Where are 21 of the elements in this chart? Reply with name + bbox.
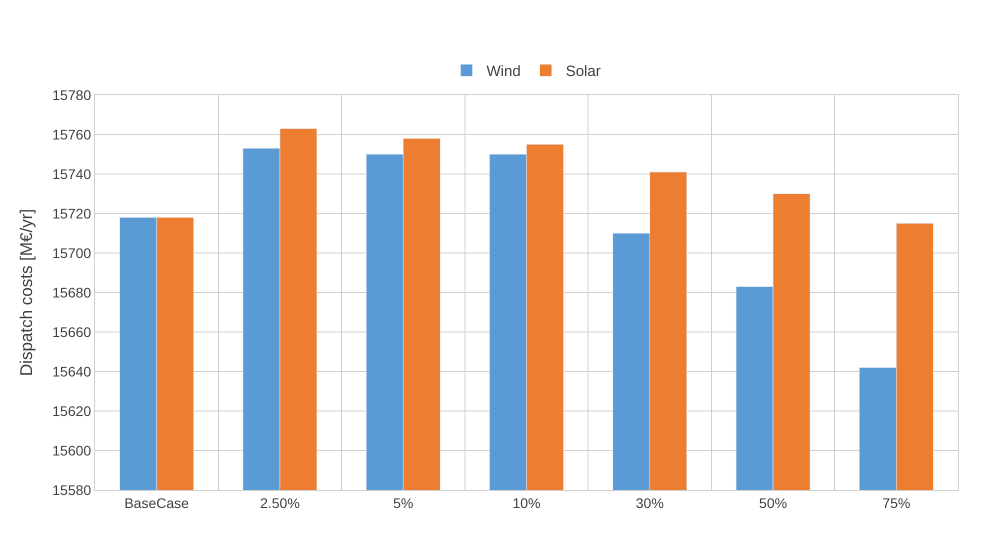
x-tick-label: BaseCase [124,494,190,511]
x-tick-label: 10% [512,494,541,511]
y-tick-label: 15660 [52,324,92,340]
y-tick-label: 15640 [52,363,92,380]
y-tick-label: 15580 [52,482,92,498]
y-tick-label: 15620 [52,402,92,419]
y-tick-label: 15600 [52,442,92,458]
y-tick-label: 15740 [52,166,92,182]
x-tick-label: 30% [636,494,664,511]
y-tick-label: 15780 [52,86,92,103]
y-tick-label: 15720 [52,205,92,222]
legend-label: Wind [486,63,521,80]
y-tick-label: 15680 [52,284,92,300]
y-tick-label: 15760 [52,126,92,142]
x-tick-label: 5% [393,494,414,511]
x-tick-label: 75% [882,494,910,511]
x-tick-label: 2.50% [260,494,300,511]
x-tick-label: 50% [759,494,788,511]
legend-label: Solar [566,63,601,80]
y-tick-label: 15700 [52,244,92,261]
y-axis-title: Dispatch costs [M€/yr] [16,208,36,376]
